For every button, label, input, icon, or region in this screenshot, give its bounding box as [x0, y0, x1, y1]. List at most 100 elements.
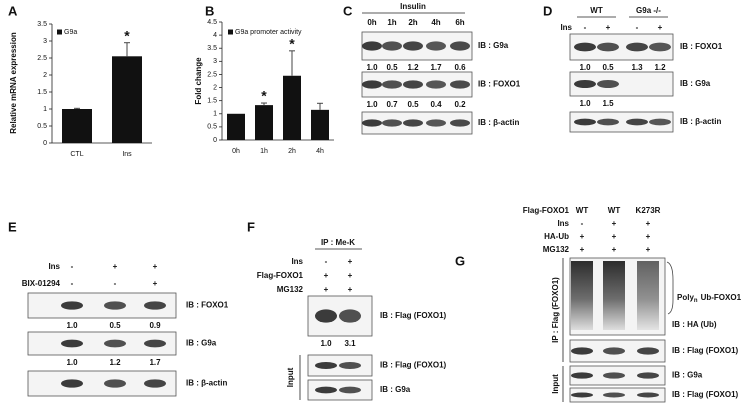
lane-label: 0h — [367, 18, 376, 27]
quantification: 1.2 — [109, 358, 121, 367]
condition-name: Ins — [48, 262, 60, 271]
condition-value: - — [325, 257, 328, 266]
condition-name: Ins — [560, 23, 572, 32]
panel-label: B — [205, 3, 214, 18]
lane-label: 4h — [431, 18, 440, 27]
blot-label: IB : HA (Ub) — [672, 320, 717, 329]
blot-label: IB : G9a — [672, 371, 703, 380]
panel-label: E — [8, 219, 17, 234]
y-axis-label: Relative mRNA expression — [9, 32, 18, 134]
quantification: 0.2 — [454, 100, 466, 109]
condition-name: Ins — [557, 219, 569, 228]
band — [597, 118, 619, 126]
quantification: 3.1 — [344, 339, 356, 348]
bar — [62, 109, 92, 143]
condition-name: HA-Ub — [544, 232, 569, 241]
panel-label: D — [543, 3, 552, 18]
quantification: 1.3 — [631, 63, 643, 72]
section-label: IP : Flag (FOXO1) — [551, 277, 560, 343]
blot-label: IB : G9a — [186, 339, 217, 348]
y-tick-label: 3 — [43, 38, 47, 45]
y-tick-label: 0 — [43, 140, 47, 147]
y-tick-label: 3.5 — [37, 21, 47, 28]
significance-marker: * — [124, 27, 130, 43]
band — [603, 372, 625, 379]
condition-name: BIX-01294 — [22, 279, 61, 288]
band — [144, 379, 166, 388]
section-label: Input — [286, 367, 295, 387]
y-tick-label: 2.5 — [37, 55, 47, 62]
y-tick-label: 1.5 — [37, 89, 47, 96]
condition-value: + — [153, 279, 158, 288]
band — [315, 362, 337, 369]
blot-label: IB : G9a — [680, 79, 711, 88]
condition-value: + — [113, 262, 118, 271]
y-tick-label: 3.5 — [207, 45, 217, 52]
panel-label: F — [247, 219, 255, 234]
panel-label: A — [8, 3, 18, 18]
band — [144, 301, 166, 310]
x-tick-label: 2h — [288, 148, 296, 155]
band — [637, 347, 659, 355]
lane-label: 1h — [387, 18, 396, 27]
band — [315, 386, 337, 394]
band — [649, 118, 671, 126]
blot-label: IB : β-actin — [186, 379, 227, 388]
lane-label: 6h — [455, 18, 464, 27]
band — [61, 379, 83, 388]
band — [382, 119, 402, 127]
band — [426, 119, 446, 127]
band — [603, 392, 625, 398]
condition-value: + — [612, 245, 617, 254]
band — [571, 392, 593, 398]
smear — [571, 261, 593, 330]
quantification: 0.5 — [602, 63, 614, 72]
condition-name: Flag-FOXO1 — [257, 271, 304, 280]
condition-value: + — [324, 271, 329, 280]
condition-value: - — [71, 262, 74, 271]
band — [450, 119, 470, 127]
bar — [112, 56, 142, 143]
legend-label: G9a — [64, 29, 77, 36]
blot-label: IB : Flag (FOXO1) — [672, 346, 739, 355]
panel-label: C — [343, 3, 353, 18]
band — [574, 42, 596, 52]
blot-label: IB : Flag (FOXO1) — [672, 390, 739, 399]
legend-swatch — [57, 29, 62, 35]
y-tick-label: 2 — [213, 84, 217, 91]
group-label: WT — [590, 6, 603, 15]
condition-value: + — [580, 245, 585, 254]
band — [362, 80, 382, 89]
smear-label: Polyn Ub-FOXO1 — [677, 293, 742, 303]
band — [426, 41, 446, 51]
condition-value: + — [646, 245, 651, 254]
quantification: 1.0 — [320, 339, 332, 348]
blot-label: IB : G9a — [380, 385, 411, 394]
blot-label: IB : Flag (FOXO1) — [380, 361, 447, 370]
quantification: 0.6 — [454, 63, 466, 72]
condition-value: - — [581, 219, 584, 228]
quantification: 1.0 — [66, 358, 78, 367]
blot-label: IB : β-actin — [478, 118, 519, 127]
condition-name: Ins — [291, 257, 303, 266]
band — [450, 80, 470, 89]
y-tick-label: 0 — [213, 137, 217, 144]
quantification: 0.5 — [109, 321, 121, 330]
condition-value: + — [348, 285, 353, 294]
band — [649, 42, 671, 52]
band — [104, 379, 126, 388]
band — [571, 347, 593, 355]
band — [626, 118, 648, 126]
band — [603, 347, 625, 355]
section-label: Input — [551, 374, 560, 394]
band — [315, 309, 337, 323]
band — [626, 42, 648, 52]
quantification: 1.2 — [407, 63, 419, 72]
quantification: 1.0 — [366, 63, 378, 72]
condition-value: + — [324, 285, 329, 294]
panel-header: Insulin — [400, 2, 426, 11]
quantification: 0.5 — [407, 100, 419, 109]
condition-value: + — [606, 23, 611, 32]
condition-value: + — [580, 232, 585, 241]
band — [403, 80, 423, 89]
